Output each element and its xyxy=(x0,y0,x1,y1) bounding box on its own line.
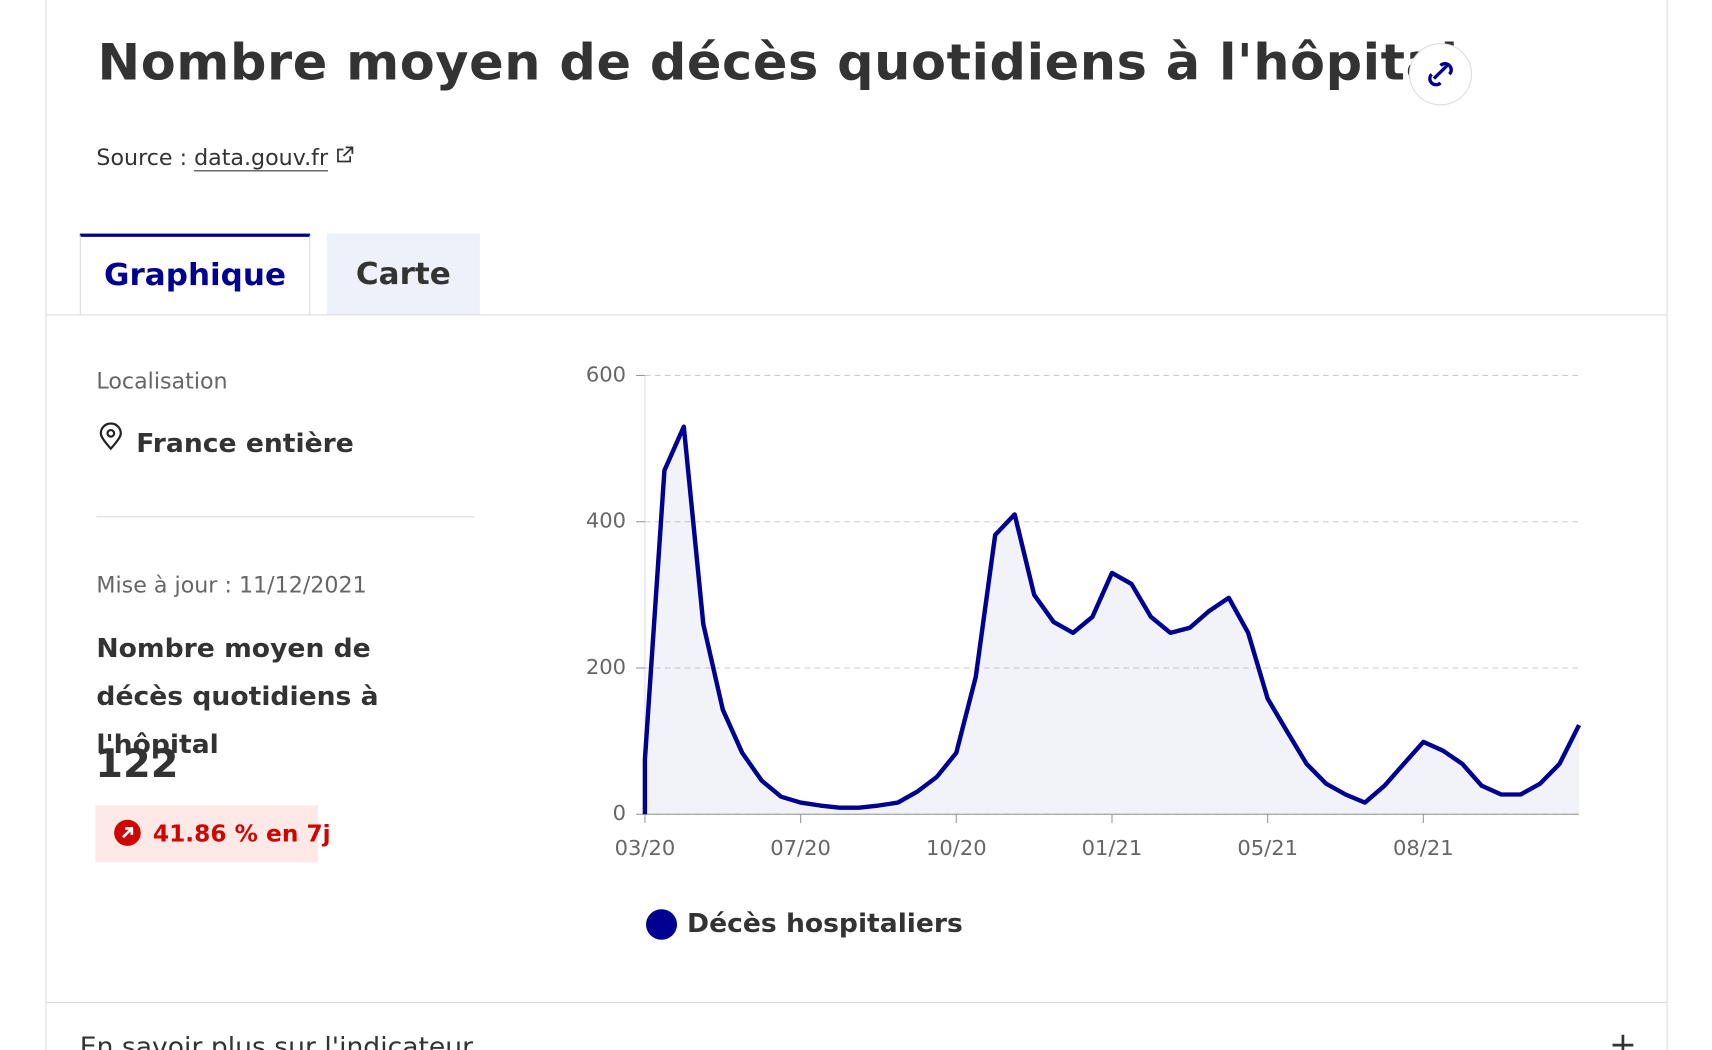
indicator-title: Nombre moyen de décès quotidiens à l'hôp… xyxy=(96,633,379,760)
tab[interactable]: Carte xyxy=(326,233,480,315)
divider xyxy=(45,314,1667,316)
x-tick-label: 10/20 xyxy=(926,836,987,860)
y-tick-label: 400 xyxy=(586,509,626,533)
title: Nombre moyen de décès quotidiens à l'hôp… xyxy=(97,32,1459,92)
source-link[interactable]: data.gouv.fr xyxy=(194,144,329,172)
up-icon xyxy=(114,819,141,846)
expand-icon[interactable]: + xyxy=(1608,1026,1637,1050)
line xyxy=(642,424,1582,815)
change: 41.86 % en 7j xyxy=(152,820,331,848)
x-tick-label: 01/21 xyxy=(1082,836,1143,860)
location: France entière xyxy=(136,427,354,459)
card xyxy=(45,0,1668,1050)
area xyxy=(644,426,1580,815)
y-tick-label: 0 xyxy=(613,801,626,825)
sidebar-divider xyxy=(96,516,475,518)
legend-label: Décès hospitaliers xyxy=(687,909,963,939)
source: Source : data.gouv.fr xyxy=(96,144,357,172)
y-tick-label: 200 xyxy=(586,655,626,679)
updated: Mise à jour : 11/12/2021 xyxy=(96,571,367,599)
pin-icon xyxy=(99,422,122,451)
source-label: Source : xyxy=(96,144,188,171)
x-tick-label: 07/20 xyxy=(770,836,831,860)
more-link[interactable]: En savoir plus sur l'indicateur xyxy=(79,1031,474,1050)
change-badge: 41.86 % en 7j xyxy=(95,805,331,863)
x-tick-label: 03/20 xyxy=(615,836,676,860)
x-tick-label: 05/21 xyxy=(1237,836,1298,860)
chart: 0 200 400 600 03/20 07/20 10/20 01/21 05/21 08/21… xyxy=(586,363,1582,940)
tab-active[interactable]: Graphique xyxy=(79,233,311,316)
y-tick-label: 600 xyxy=(586,363,626,387)
indicator-value: 122 xyxy=(95,742,179,787)
footer-divider xyxy=(45,1001,1667,1004)
external-icon xyxy=(337,146,354,163)
x-tick-label: 08/21 xyxy=(1393,836,1454,860)
link-button[interactable] xyxy=(1407,41,1473,106)
legend-swatch xyxy=(646,909,678,940)
location-label: Localisation xyxy=(96,367,228,395)
